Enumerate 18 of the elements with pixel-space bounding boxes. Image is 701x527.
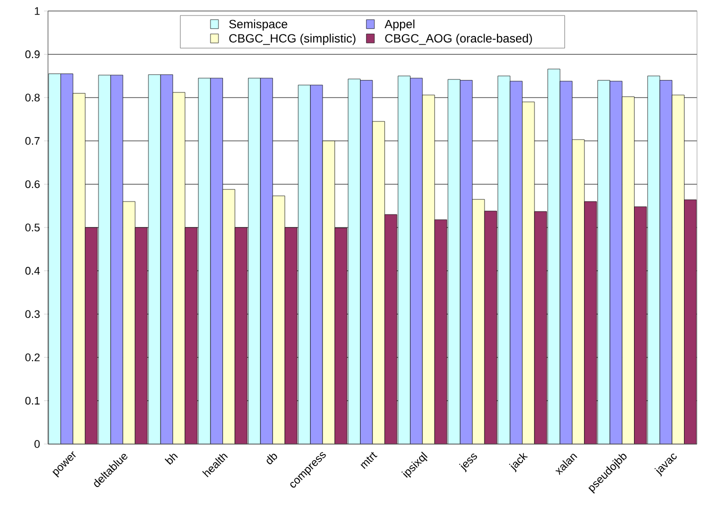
legend-label: CBGC_HCG (simplistic) xyxy=(229,34,356,45)
x-tick-label: mtrt xyxy=(360,452,378,469)
legend-label: Semispace xyxy=(229,20,288,31)
y-tick-label: 1 xyxy=(34,7,40,15)
y-tick-label: 0.2 xyxy=(25,354,40,362)
y-tick-label: 0.1 xyxy=(25,396,40,405)
y-tick-label: 0.9 xyxy=(25,50,40,58)
y-tick-label: 0 xyxy=(34,440,40,448)
legend-label: CBGC_AOG (oracle-based) xyxy=(385,34,532,45)
y-tick-label: 0.6 xyxy=(25,180,40,188)
y-tick-label: 0.4 xyxy=(25,266,40,275)
legend-label: Appel xyxy=(384,20,414,31)
y-tick-label: 0.3 xyxy=(25,310,40,318)
y-tick-label: 0.5 xyxy=(25,224,40,232)
y-tick-label: 0.7 xyxy=(25,137,40,145)
x-tick-label: bh xyxy=(164,454,178,465)
y-tick-label: 0.8 xyxy=(25,94,40,102)
x-tick-label: db xyxy=(266,454,278,464)
